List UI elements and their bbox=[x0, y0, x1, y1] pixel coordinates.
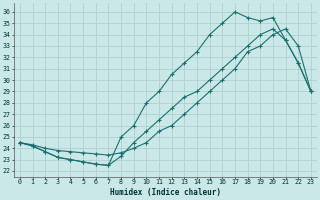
X-axis label: Humidex (Indice chaleur): Humidex (Indice chaleur) bbox=[110, 188, 221, 197]
